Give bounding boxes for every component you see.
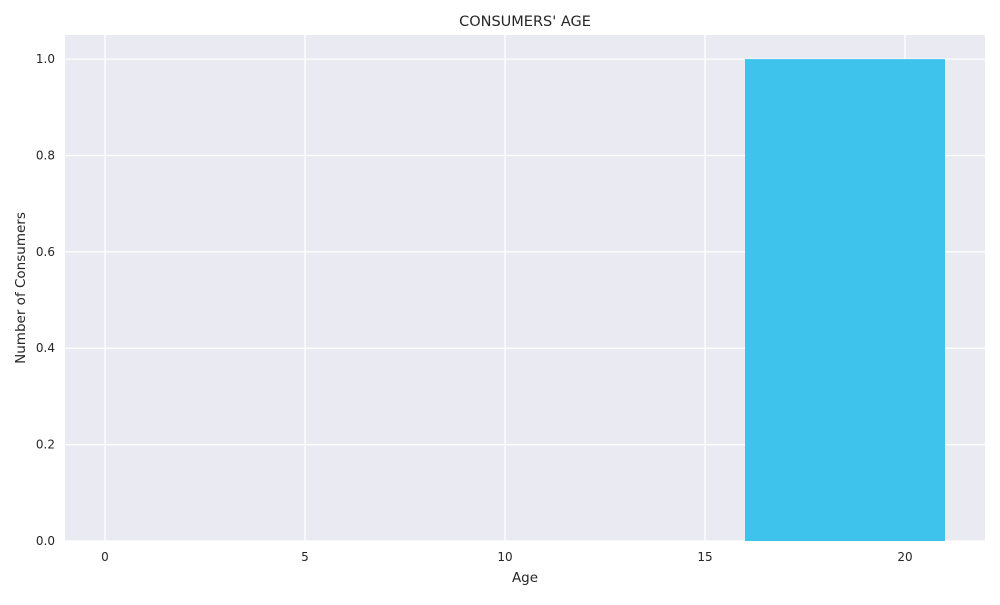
x-tick-label: 15 [697, 550, 712, 564]
x-axis-label: Age [512, 570, 538, 586]
x-tick-label: 5 [301, 550, 309, 564]
y-axis-label: Number of Consumers [13, 212, 29, 364]
bar [745, 59, 945, 541]
x-tick-label: 20 [897, 550, 912, 564]
y-tick-label: 0.0 [36, 534, 55, 548]
x-tick-label: 0 [101, 550, 109, 564]
x-tick-label: 10 [497, 550, 512, 564]
y-tick-label: 1.0 [36, 52, 55, 66]
bars [745, 59, 945, 541]
y-tick-label: 0.2 [36, 438, 55, 452]
y-tick-label: 0.6 [36, 245, 55, 259]
chart-title: CONSUMERS' AGE [459, 14, 591, 30]
y-tick-label: 0.8 [36, 148, 55, 162]
x-tick-labels: 0 5 10 15 20 [101, 550, 912, 564]
y-tick-label: 0.4 [36, 341, 55, 355]
y-tick-labels: 0.0 0.2 0.4 0.6 0.8 1.0 [36, 52, 55, 548]
